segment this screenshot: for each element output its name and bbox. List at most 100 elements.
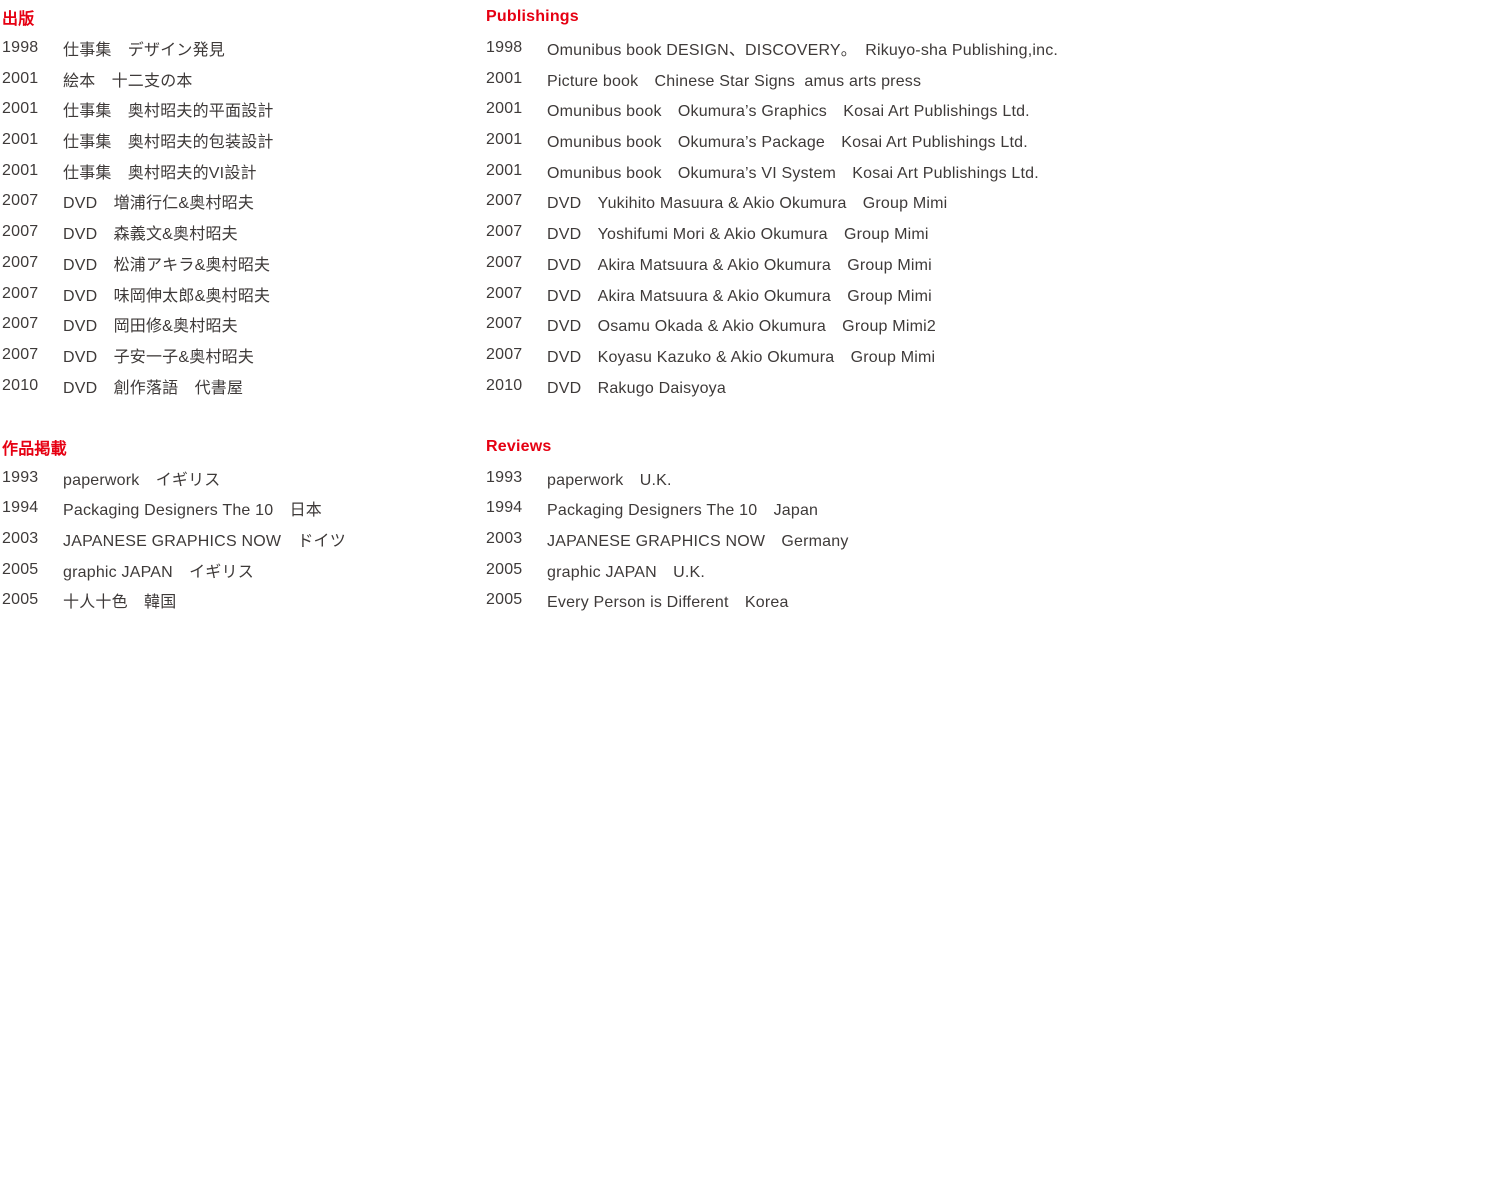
entry-text: DVD 森義文&奥村昭夫 [63,226,238,244]
entry-year: 2001 [486,69,523,87]
entry-text: DVD 味岡伸太郎&奥村昭夫 [63,287,271,305]
section-title: Publishings [486,8,579,26]
entry-year: 2001 [486,161,523,179]
entry-text: graphic JAPAN イギリス [63,563,254,581]
entry-year: 2007 [2,315,39,333]
section: 出版 1998 仕事集 デザイン発見 2001 絵本 十二支の本 2001 仕事… [2,2,346,401]
entry-text: DVD 松浦アキラ&奥村昭夫 [63,256,271,274]
column-english: Publishings 1998 Omunibus book DESIGN、DI… [486,2,1058,616]
entry-row: 2010 DVD 創作落語 代書屋 [2,370,346,401]
entry-text: Every Person is Different Korea [547,594,789,612]
section: Publishings 1998 Omunibus book DESIGN、DI… [486,2,1058,401]
entry-year: 2007 [486,315,523,333]
entry-row: 2007 DVD Osamu Okada & Akio Okumura Grou… [486,309,1058,340]
entry-row: 2007 DVD Yukihito Masuura & Akio Okumura… [486,186,1058,217]
entry-year: 2007 [2,284,39,302]
entry-text: DVD Akira Matsuura & Akio Okumura Group … [547,256,932,274]
entry-year: 1994 [486,499,523,517]
entry-text: Picture book Chinese Star Signs amus art… [547,72,922,90]
entry-row: 1998 Omunibus book DESIGN、DISCOVERY。 Rik… [486,33,1058,64]
entry-row: 2003 JAPANESE GRAPHICS NOW Germany [486,524,1058,555]
entry-row: 2007 DVD 松浦アキラ&奥村昭夫 [2,248,346,279]
entry-row: 1994 Packaging Designers The 10 Japan [486,493,1058,524]
entry-row: 2005 graphic JAPAN イギリス [2,554,346,585]
entry-year: 2001 [2,161,39,179]
entry-year: 2007 [486,284,523,302]
entry-year: 2001 [2,131,39,149]
entry-year: 2010 [2,376,39,394]
entry-year: 2007 [486,253,523,271]
entry-text: DVD Rakugo Daisyoya [547,379,726,397]
entry-year: 2007 [2,253,39,271]
section: 作品掲載 1993 paperwork イギリス 1994 Packaging … [2,432,346,616]
entry-row: 2005 Every Person is Different Korea [486,585,1058,616]
entry-year: 2007 [2,192,39,210]
section-title: 出版 [2,11,35,29]
entry-year: 2010 [486,376,523,394]
entry-text: DVD 岡田修&奥村昭夫 [63,318,238,336]
entry-year: 2007 [486,345,523,363]
entry-year: 2005 [2,560,39,578]
entry-text: Omunibus book Okumura’s VI System Kosai … [547,164,1039,182]
entry-row: 2007 DVD 増浦行仁&奥村昭夫 [2,186,346,217]
entry-text: paperwork U.K. [547,471,672,489]
entry-row: 2001 Omunibus book Okumura’s Package Kos… [486,125,1058,156]
entry-year: 2007 [486,192,523,210]
entry-text: DVD 創作落語 代書屋 [63,379,244,397]
entry-text: 十人十色 韓国 [63,594,177,612]
entry-row: 2001 Omunibus book Okumura’s VI System K… [486,155,1058,186]
section-title: Reviews [486,437,552,455]
column-japanese: 出版 1998 仕事集 デザイン発見 2001 絵本 十二支の本 2001 仕事… [2,2,346,616]
entry-text: 仕事集 奥村昭夫的包装設計 [63,134,274,152]
entry-year: 2005 [486,591,523,609]
entry-text: JAPANESE GRAPHICS NOW ドイツ [63,533,346,551]
entry-row: 2007 DVD Koyasu Kazuko & Akio Okumura Gr… [486,340,1058,371]
entry-row: 2001 Picture book Chinese Star Signs amu… [486,63,1058,94]
entry-row: 2007 DVD 味岡伸太郎&奥村昭夫 [2,278,346,309]
entry-year: 2003 [2,530,39,548]
entry-row: 2007 DVD 森義文&奥村昭夫 [2,217,346,248]
entry-year: 1993 [2,468,39,486]
entry-row: 2001 Omunibus book Okumura’s Graphics Ko… [486,94,1058,125]
entry-text: paperwork イギリス [63,471,221,489]
section-title: 作品掲載 [2,440,67,458]
entry-row: 2001 仕事集 奥村昭夫的平面設計 [2,94,346,125]
entry-row: 2007 DVD Akira Matsuura & Akio Okumura G… [486,248,1058,279]
entry-text: 仕事集 奥村昭夫的平面設計 [63,103,274,121]
entry-year: 1993 [486,468,523,486]
entry-text: Omunibus book DESIGN、DISCOVERY。 Rikuyo-s… [547,42,1059,60]
entry-year: 2001 [486,131,523,149]
entry-year: 2001 [486,100,523,118]
entry-row: 2007 DVD 子安一子&奥村昭夫 [2,340,346,371]
entry-text: DVD 子安一子&奥村昭夫 [63,348,255,366]
entry-row: 1993 paperwork U.K. [486,462,1058,493]
entry-row: 2010 DVD Rakugo Daisyoya [486,370,1058,401]
entry-year: 2005 [486,560,523,578]
entry-year: 2007 [2,223,39,241]
entry-text: DVD Osamu Okada & Akio Okumura Group Mim… [547,318,936,336]
entry-row: 2001 仕事集 奥村昭夫的VI設計 [2,155,346,186]
entry-text: Packaging Designers The 10 日本 [63,502,322,520]
entry-text: Omunibus book Okumura’s Package Kosai Ar… [547,134,1028,152]
entry-row: 2001 仕事集 奥村昭夫的包装設計 [2,125,346,156]
section: Reviews 1993 paperwork U.K. 1994 Packagi… [486,432,1058,616]
entry-year: 1998 [2,39,39,57]
entry-year: 1994 [2,499,39,517]
entry-year: 2001 [2,69,39,87]
entry-row: 1998 仕事集 デザイン発見 [2,33,346,64]
entry-row: 2005 十人十色 韓国 [2,585,346,616]
entry-row: 2007 DVD Yoshifumi Mori & Akio Okumura G… [486,217,1058,248]
entry-text: 絵本 十二支の本 [63,72,193,90]
entry-row: 2005 graphic JAPAN U.K. [486,554,1058,585]
entry-text: graphic JAPAN U.K. [547,563,706,581]
entry-row: 2007 DVD Akira Matsuura & Akio Okumura G… [486,278,1058,309]
entry-text: Packaging Designers The 10 Japan [547,502,819,520]
entry-text: DVD Yoshifumi Mori & Akio Okumura Group … [547,226,929,244]
entry-text: JAPANESE GRAPHICS NOW Germany [547,533,849,551]
entry-text: 仕事集 デザイン発見 [63,42,226,60]
entry-year: 2001 [2,100,39,118]
entry-text: Omunibus book Okumura’s Graphics Kosai A… [547,103,1030,121]
entry-text: 仕事集 奥村昭夫的VI設計 [63,164,257,182]
entry-year: 2005 [2,591,39,609]
